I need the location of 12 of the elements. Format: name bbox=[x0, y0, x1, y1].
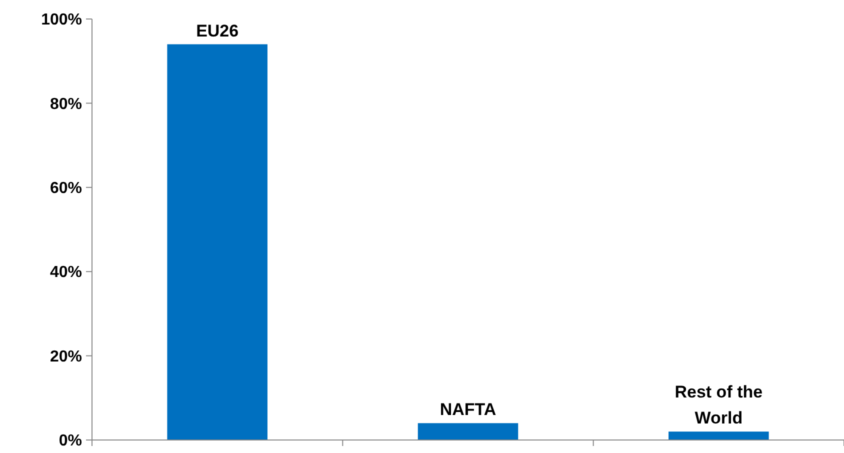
bar bbox=[167, 44, 268, 440]
y-tick-label: 80% bbox=[50, 96, 82, 113]
bar bbox=[418, 423, 518, 440]
bar bbox=[668, 432, 769, 440]
x-tick-label: EU26 bbox=[196, 21, 239, 40]
y-tick-label: 60% bbox=[50, 180, 82, 197]
y-tick-label: 100% bbox=[41, 12, 82, 29]
y-tick-label: 40% bbox=[50, 264, 82, 282]
y-tick-label: 20% bbox=[50, 348, 82, 366]
x-tick-label: Rest of the World bbox=[674, 382, 763, 428]
y-tick-label: 0% bbox=[58, 432, 82, 450]
x-tick-label: NAFTA bbox=[440, 400, 496, 420]
